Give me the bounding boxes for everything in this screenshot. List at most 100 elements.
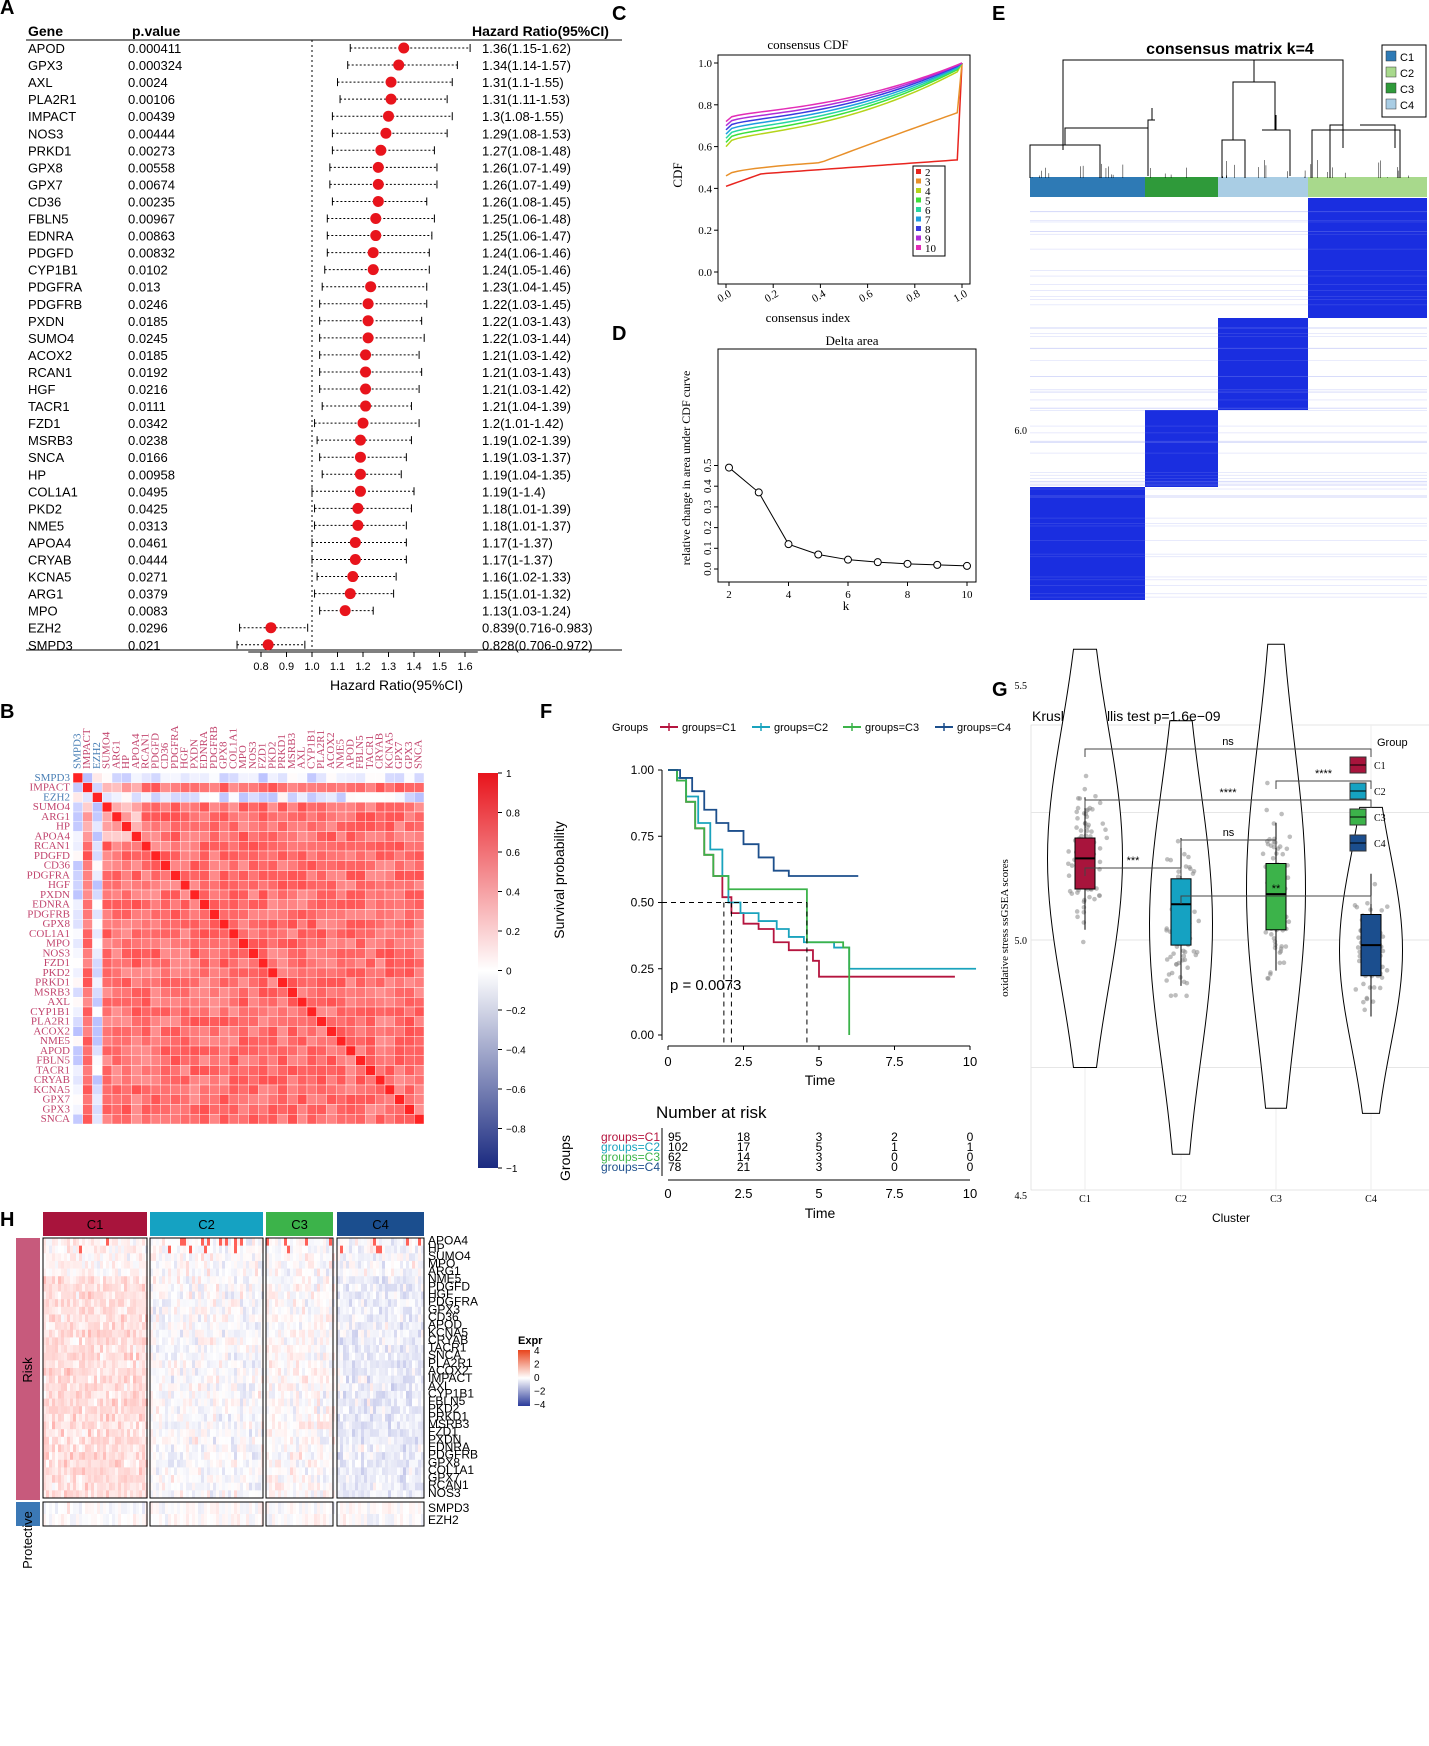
- corr-cell: [316, 889, 327, 900]
- heatmap-cell: [139, 1306, 142, 1315]
- corr-row-label: EDNRA: [32, 899, 70, 911]
- corr-cell: [394, 1026, 405, 1037]
- corr-cell: [287, 802, 298, 813]
- heatmap-cell: [177, 1398, 180, 1407]
- heatmap-cell: [231, 1329, 234, 1338]
- corr-cell: [160, 938, 171, 949]
- corr-cell: [258, 772, 269, 783]
- heatmap-cell: [100, 1452, 103, 1461]
- corr-cell: [394, 1055, 405, 1066]
- corr-cell: [160, 870, 171, 881]
- cdf-legend-label: 4: [925, 186, 931, 198]
- heatmap-cell: [142, 1238, 145, 1246]
- corr-cell: [180, 958, 191, 969]
- heatmap-cell: [67, 1352, 70, 1361]
- heatmap-cell: [219, 1406, 222, 1415]
- corr-cell: [306, 977, 317, 988]
- heatmap-cell: [133, 1352, 136, 1361]
- heatmap-cell: [97, 1398, 100, 1407]
- heatmap-cell: [219, 1299, 222, 1308]
- corr-cell: [189, 958, 200, 969]
- heatmap-cell: [210, 1329, 213, 1338]
- heatmap-cell: [142, 1337, 145, 1346]
- heatmap-cell: [97, 1245, 100, 1254]
- heatmap-cell: [139, 1345, 142, 1354]
- heatmap-cell: [70, 1482, 73, 1491]
- heatmap-cell: [150, 1429, 153, 1438]
- heatmap-cell: [198, 1375, 201, 1384]
- cdf-y-tick-label: 0.8: [698, 100, 712, 112]
- heatmap-cell: [213, 1253, 216, 1262]
- corr-cell: [189, 782, 200, 793]
- corr-cell: [365, 870, 376, 881]
- corr-cell: [316, 948, 327, 959]
- heatmap-cell: [153, 1514, 156, 1527]
- heatmap-cell: [118, 1268, 121, 1277]
- heatmap-cell: [195, 1490, 198, 1499]
- corr-cell: [375, 792, 386, 803]
- heatmap-cell: [225, 1306, 228, 1315]
- heatmap-cell: [49, 1375, 52, 1384]
- heatmap-cell: [70, 1436, 73, 1445]
- corr-cell: [111, 1094, 122, 1105]
- corr-cell: [414, 889, 425, 900]
- corr-cell: [267, 1065, 278, 1076]
- heatmap-cell: [100, 1352, 103, 1361]
- corr-cell: [326, 811, 337, 822]
- heatmap-cell: [216, 1322, 219, 1331]
- corr-cell: [248, 802, 259, 813]
- heatmap-cell: [142, 1253, 145, 1262]
- heatmap-cell: [49, 1390, 52, 1399]
- heatmap-cell: [207, 1329, 210, 1338]
- heatmap-cell: [255, 1490, 258, 1499]
- heatmap-cell: [204, 1245, 207, 1254]
- corr-cell: [277, 997, 288, 1008]
- corr-cell: [199, 1084, 210, 1095]
- violin-point: [1263, 930, 1269, 935]
- corr-cell: [384, 772, 395, 783]
- p-value: 0.0342: [128, 416, 168, 431]
- corr-cell: [365, 1084, 376, 1095]
- heatmap-cell: [177, 1283, 180, 1292]
- heatmap-cell: [192, 1283, 195, 1292]
- heatmap-cell: [64, 1444, 67, 1453]
- heatmap-cell: [207, 1245, 210, 1254]
- heatmap-cell: [165, 1413, 168, 1422]
- heatmap-cell: [106, 1383, 109, 1392]
- corr-cell: [394, 772, 405, 783]
- heatmap-cell: [103, 1291, 106, 1300]
- heatmap-cell: [153, 1322, 156, 1331]
- km-y-tick-label: 0.50: [631, 896, 655, 910]
- heatmap-cell: [162, 1390, 165, 1399]
- corr-row-label: APOA4: [35, 830, 71, 842]
- heatmap-cell: [228, 1260, 231, 1269]
- heatmap-cell: [177, 1375, 180, 1384]
- corr-cell: [306, 1016, 317, 1027]
- delta-x-label: k: [843, 598, 850, 613]
- heatmap-cell: [121, 1283, 124, 1292]
- p-value: 0.0111: [128, 399, 166, 414]
- heatmap-cell: [237, 1245, 240, 1254]
- heatmap-cell: [112, 1283, 115, 1292]
- heatmap-cell: [43, 1253, 46, 1262]
- heatmap-cell: [109, 1268, 112, 1277]
- heatmap-cell: [82, 1482, 85, 1491]
- heatmap-cell: [195, 1398, 198, 1407]
- heatmap-cell: [183, 1467, 186, 1476]
- heatmap-cell: [103, 1413, 106, 1422]
- heatmap-cell: [73, 1421, 76, 1430]
- corr-row-label: PXDN: [40, 889, 70, 901]
- heatmap-cell: [219, 1390, 222, 1399]
- corr-cell: [297, 1045, 308, 1056]
- heatmap-cell: [210, 1306, 213, 1315]
- heatmap-cell: [85, 1413, 88, 1422]
- heatmap-cell: [213, 1314, 216, 1323]
- heatmap-cell: [240, 1482, 243, 1491]
- cdf-curve-k8: [725, 62, 963, 131]
- heatmap-cell: [258, 1238, 261, 1246]
- heatmap-cell: [162, 1253, 165, 1262]
- risk-row-label: groups=C2: [601, 1140, 660, 1154]
- heatmap-cell: [67, 1238, 70, 1246]
- heatmap-cell: [180, 1245, 183, 1254]
- heatmap-cell: [249, 1390, 252, 1399]
